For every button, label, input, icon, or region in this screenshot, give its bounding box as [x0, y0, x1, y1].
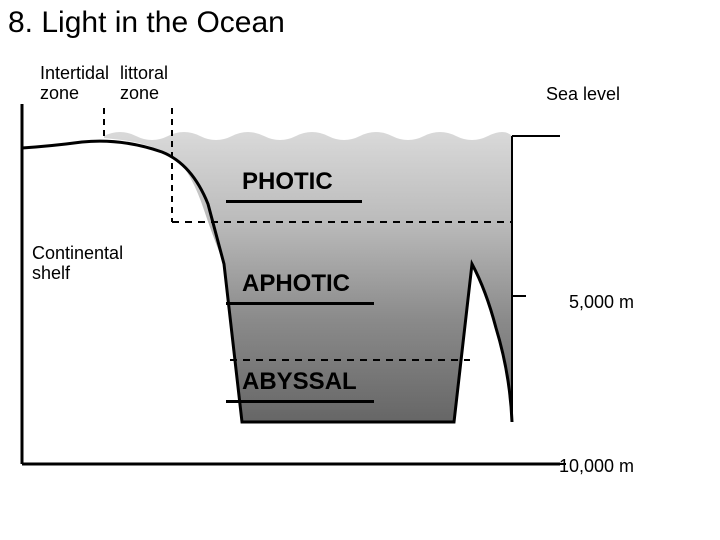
- label-continental-shelf: Continental shelf: [32, 244, 123, 284]
- label-depth-5000: 5,000 m: [569, 292, 634, 313]
- zone-label-abyssal: ABYSSAL: [242, 368, 357, 396]
- label-depth-10000: 10,000 m: [559, 456, 634, 477]
- zone-underline-abyssal: [226, 400, 374, 403]
- zone-label-photic: PHOTIC: [242, 168, 333, 196]
- zone-underline-photic: [226, 200, 362, 203]
- ocean-zones-diagram: Intertidal zone littoral zone Sea level …: [12, 64, 632, 484]
- label-intertidal-zone: Intertidal zone: [40, 64, 109, 104]
- zone-underline-aphotic: [226, 302, 374, 305]
- label-littoral-zone: littoral zone: [120, 64, 168, 104]
- page-title: 8. Light in the Ocean: [8, 6, 285, 40]
- label-sea-level: Sea level: [546, 84, 620, 105]
- zone-label-aphotic: APHOTIC: [242, 270, 350, 298]
